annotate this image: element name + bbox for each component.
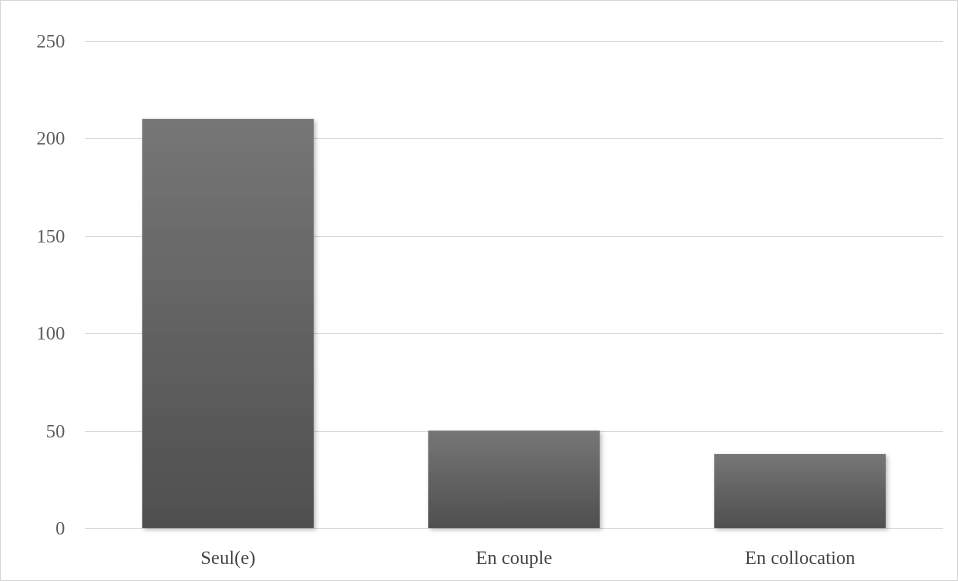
- y-tick-label: 0: [56, 519, 66, 540]
- y-tick-label: 200: [37, 129, 66, 150]
- y-tick-label: 50: [46, 422, 65, 443]
- y-tick-label: 150: [37, 227, 66, 248]
- bar-en-couple: [428, 430, 600, 528]
- y-tick-label: 250: [37, 32, 66, 53]
- x-category-label: Seul(e): [201, 548, 256, 569]
- bar-en-collocation: [714, 453, 886, 528]
- bar-seul-e: [142, 118, 314, 529]
- bars: [142, 118, 886, 529]
- x-category-label: En couple: [476, 548, 553, 569]
- x-axis-category-labels: Seul(e) En couple En collocation: [201, 548, 856, 569]
- y-axis-tick-labels: 0 50 100 150 200 250: [37, 32, 66, 540]
- x-category-label: En collocation: [745, 548, 856, 569]
- y-tick-label: 100: [37, 324, 66, 345]
